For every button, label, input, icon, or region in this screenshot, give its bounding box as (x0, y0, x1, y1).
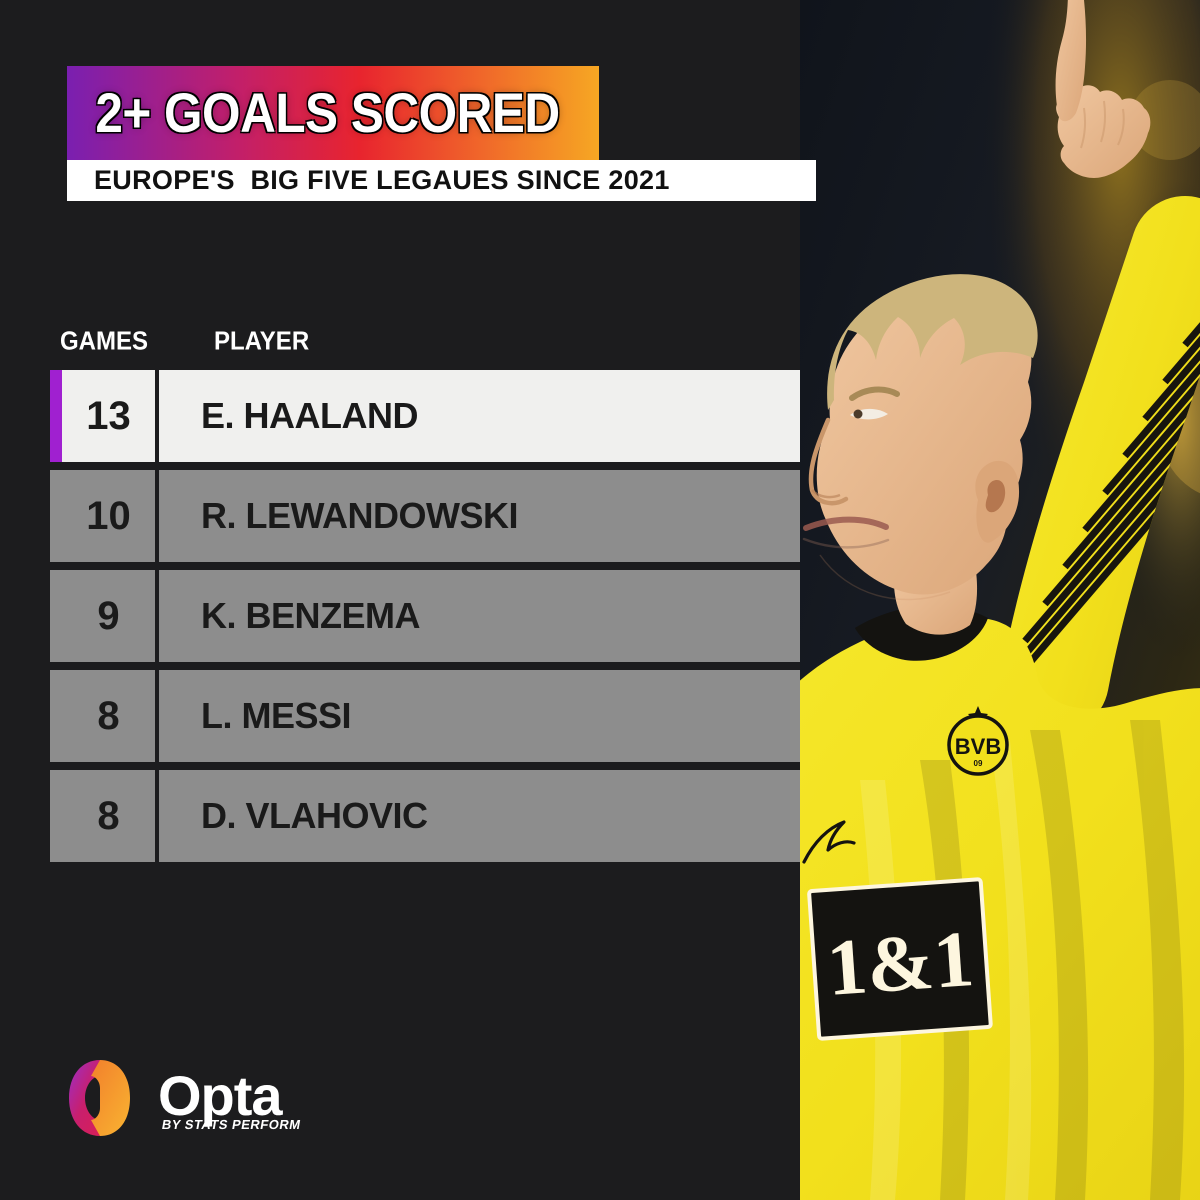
svg-text:1&1: 1&1 (824, 915, 976, 1013)
svg-text:09: 09 (974, 759, 983, 768)
svg-text:BVB: BVB (955, 734, 1001, 759)
